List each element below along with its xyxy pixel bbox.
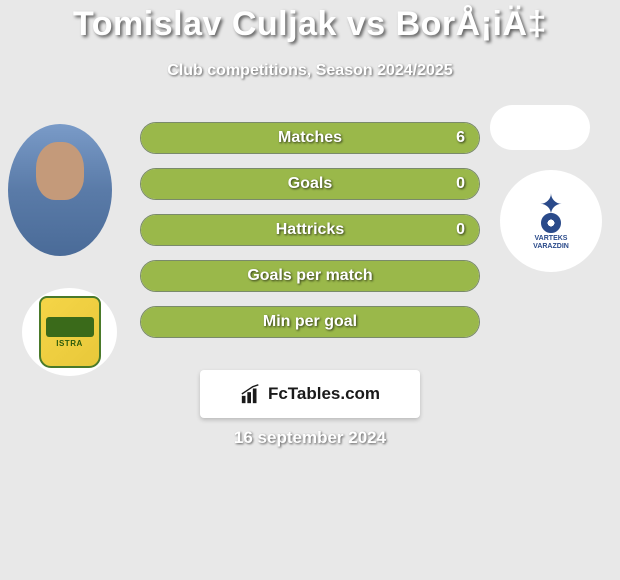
logo-text: FcTables.com	[268, 384, 380, 404]
stat-row-min-per-goal: Min per goal	[140, 306, 480, 338]
stat-value: 6	[456, 129, 465, 147]
club-right-name: VARTEKSVARAZDIN	[533, 235, 569, 250]
stats-container: Matches 6 Goals 0 Hattricks 0 Goals per …	[140, 122, 480, 352]
stat-row-goals: Goals 0	[140, 168, 480, 200]
club-badge-left: ISTRA	[22, 288, 117, 376]
stat-value: 0	[456, 175, 465, 193]
page-title: Tomislav Culjak vs BorÅ¡iÄ‡	[0, 0, 620, 44]
club-badge-right: ✦ VARTEKSVARAZDIN	[500, 170, 602, 272]
club-left-name: ISTRA	[56, 339, 83, 348]
chart-icon	[240, 383, 262, 405]
site-logo-badge: FcTables.com	[200, 370, 420, 418]
stat-row-matches: Matches 6	[140, 122, 480, 154]
stat-value: 0	[456, 221, 465, 239]
date-text: 16 september 2024	[0, 428, 620, 448]
stat-label: Hattricks	[276, 221, 344, 239]
stat-label: Goals	[288, 175, 332, 193]
stat-label: Goals per match	[247, 267, 372, 285]
stat-label: Matches	[278, 129, 342, 147]
subtitle: Club competitions, Season 2024/2025	[0, 62, 620, 80]
player-avatar-right	[490, 105, 590, 150]
stat-row-hattricks: Hattricks 0	[140, 214, 480, 246]
stat-row-goals-per-match: Goals per match	[140, 260, 480, 292]
player-avatar-left	[8, 124, 112, 256]
club-left-shield: ISTRA	[39, 296, 101, 368]
club-right-shield: ✦ VARTEKSVARAZDIN	[516, 181, 586, 261]
ball-icon	[541, 213, 561, 233]
stat-label: Min per goal	[263, 313, 357, 331]
